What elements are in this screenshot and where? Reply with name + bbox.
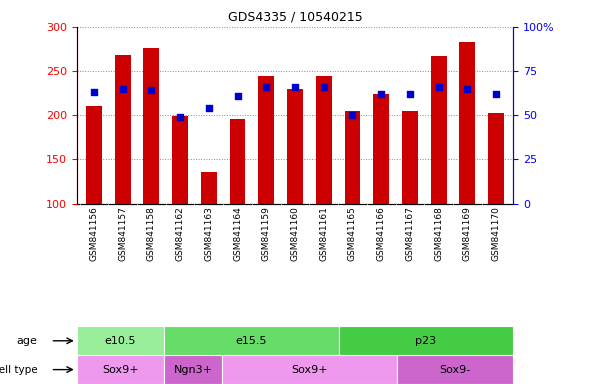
Bar: [143, 48, 159, 204]
Point: [463, 86, 472, 92]
Text: p23: p23: [415, 336, 437, 346]
Point: [261, 84, 271, 90]
Bar: [460, 42, 475, 204]
Point: [376, 91, 386, 97]
Text: e10.5: e10.5: [104, 336, 136, 346]
Point: [434, 84, 443, 90]
Text: Sox9+: Sox9+: [291, 364, 328, 375]
Point: [233, 93, 242, 99]
Point: [348, 112, 357, 118]
Bar: [164, 355, 222, 384]
Bar: [488, 113, 504, 204]
Bar: [402, 111, 418, 204]
Bar: [258, 76, 274, 204]
Bar: [164, 326, 339, 355]
Bar: [431, 56, 447, 204]
Point: [175, 114, 185, 120]
Bar: [86, 106, 102, 204]
Bar: [172, 116, 188, 204]
Bar: [230, 119, 245, 204]
Text: cell type: cell type: [0, 364, 37, 375]
Bar: [77, 326, 164, 355]
Bar: [316, 76, 332, 204]
Point: [491, 91, 501, 97]
Point: [89, 89, 99, 95]
Bar: [77, 355, 164, 384]
Text: GDS4335 / 10540215: GDS4335 / 10540215: [228, 10, 362, 23]
Point: [319, 84, 329, 90]
Bar: [397, 355, 513, 384]
Text: age: age: [17, 336, 37, 346]
Point: [204, 105, 214, 111]
Bar: [115, 55, 130, 204]
Point: [290, 84, 300, 90]
Bar: [287, 89, 303, 204]
Text: Sox9-: Sox9-: [440, 364, 471, 375]
Bar: [345, 111, 360, 204]
Bar: [373, 94, 389, 204]
Bar: [222, 355, 397, 384]
Text: Sox9+: Sox9+: [102, 364, 139, 375]
Bar: [201, 172, 217, 204]
Point: [147, 88, 156, 94]
Text: e15.5: e15.5: [235, 336, 267, 346]
Bar: [339, 326, 513, 355]
Point: [405, 91, 415, 97]
Point: [118, 86, 127, 92]
Text: Ngn3+: Ngn3+: [173, 364, 212, 375]
